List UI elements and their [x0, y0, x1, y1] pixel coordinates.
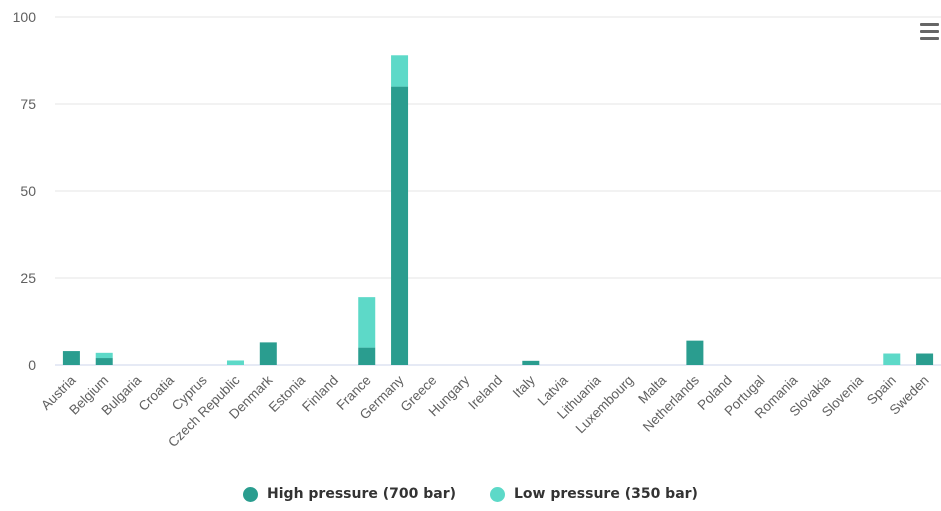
bar-high-pressure[interactable] — [95, 358, 113, 365]
bar-high-pressure[interactable] — [358, 347, 376, 365]
x-tick-label: Croatia — [136, 372, 178, 414]
legend-marker-low-pressure — [490, 486, 506, 502]
bar-low-pressure[interactable] — [358, 297, 376, 348]
bar-low-pressure[interactable] — [95, 352, 113, 359]
chart-menu-icon[interactable] — [920, 23, 939, 41]
bar-high-pressure[interactable] — [391, 86, 409, 365]
bar-low-pressure[interactable] — [391, 55, 409, 87]
legend-label-low-pressure: Low pressure (350 bar) — [514, 486, 698, 502]
x-tick-label: Estonia — [266, 372, 309, 415]
legend: High pressure (700 bar) Low pressure (35… — [0, 486, 941, 502]
bar-high-pressure[interactable] — [62, 351, 80, 365]
bar-chart: 0 25 50 75 100 AustriaBelgiumBulgariaCroatia… — [13, 9, 941, 450]
bar-low-pressure[interactable] — [883, 353, 901, 365]
bar-high-pressure[interactable] — [916, 353, 934, 365]
y-tick-label: 75 — [20, 96, 36, 112]
x-tick-label: Ireland — [465, 373, 505, 413]
y-axis: 0 25 50 75 100 — [13, 9, 37, 373]
y-tick-label: 100 — [13, 9, 37, 25]
bars — [62, 55, 934, 365]
legend-item-high-pressure[interactable]: High pressure (700 bar) — [243, 486, 456, 502]
y-tick-label: 25 — [20, 270, 36, 286]
bar-high-pressure[interactable] — [686, 340, 704, 365]
legend-marker-high-pressure — [243, 486, 259, 502]
bar-high-pressure[interactable] — [522, 360, 540, 365]
grid-lines — [55, 16, 941, 366]
x-tick-label: Finland — [299, 373, 341, 415]
legend-item-low-pressure[interactable]: Low pressure (350 bar) — [490, 486, 698, 502]
bar-high-pressure[interactable] — [259, 342, 277, 365]
x-axis: AustriaBelgiumBulgariaCroatiaCyprusCzech… — [38, 372, 932, 450]
y-tick-label: 50 — [20, 183, 36, 199]
x-tick-label: Italy — [510, 372, 538, 400]
bar-low-pressure[interactable] — [226, 360, 244, 365]
legend-label-high-pressure: High pressure (700 bar) — [267, 486, 457, 502]
y-tick-label: 0 — [28, 357, 36, 373]
